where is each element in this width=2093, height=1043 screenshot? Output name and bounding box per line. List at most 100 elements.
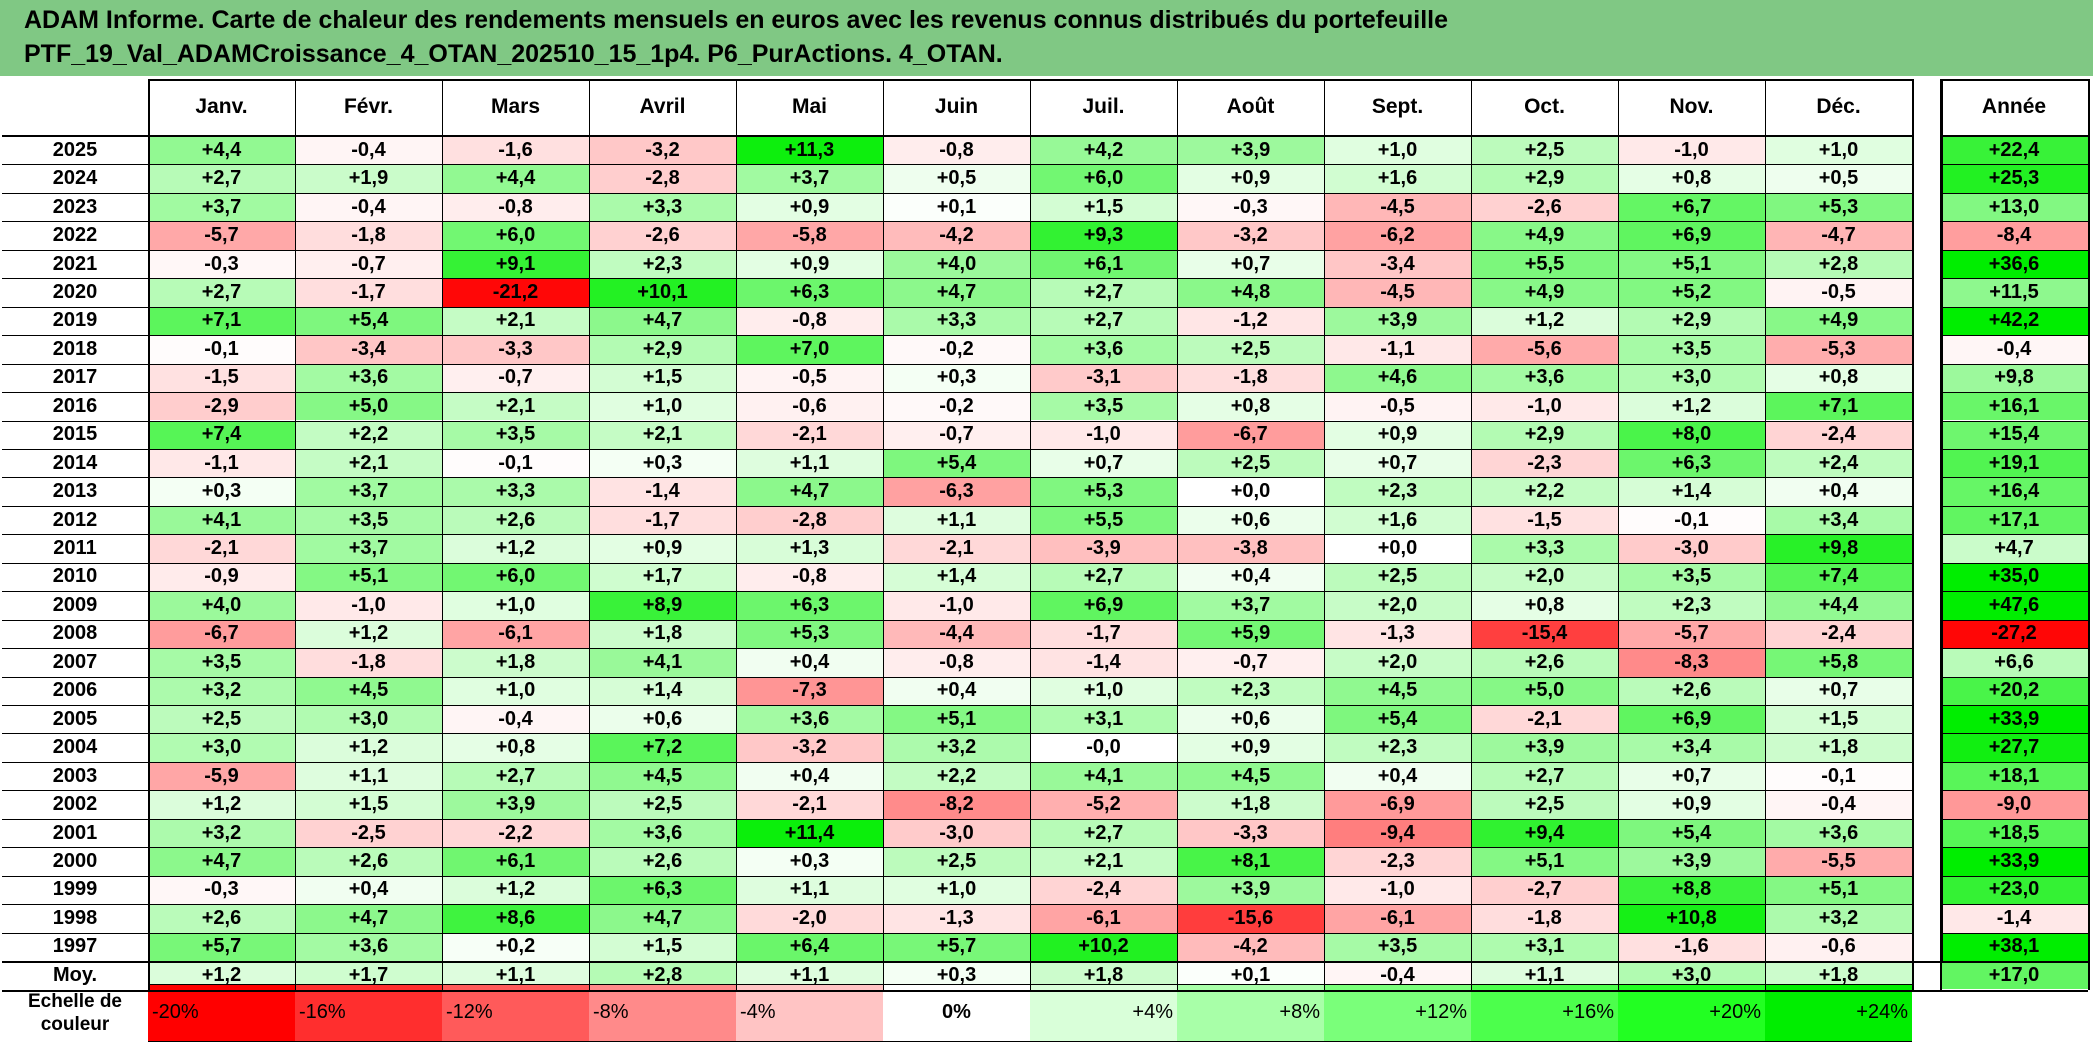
heatmap-cell: +3,9 — [442, 790, 589, 819]
heatmap-cell: +1,0 — [1030, 676, 1177, 705]
heatmap-cell: +1,2 — [1618, 392, 1765, 421]
heatmap-cell: -0,7 — [295, 249, 442, 279]
grid-line — [589, 79, 590, 990]
heatmap-cell: -1,8 — [1177, 363, 1324, 393]
heatmap-cell: +0,4 — [883, 676, 1030, 705]
heatmap-cell: +3,5 — [1618, 335, 1765, 364]
heatmap-cell: +4,9 — [1471, 278, 1618, 307]
heatmap-cell: +4,1 — [1030, 761, 1177, 791]
heatmap-cell: +0,7 — [1765, 676, 1912, 705]
grid-line — [1940, 335, 2088, 337]
grid-line — [1940, 733, 2088, 735]
heatmap-cell: -3,3 — [1177, 818, 1324, 848]
grid-line — [1940, 448, 2088, 450]
color-scale-step: -12% — [442, 984, 589, 1041]
heatmap-cell: -4,2 — [883, 221, 1030, 250]
heatmap-cell: -1,0 — [883, 591, 1030, 620]
annual-cell: -27,2 — [1940, 619, 2088, 649]
heatmap-cell: +10,8 — [1618, 904, 1765, 933]
heatmap-cell: +2,0 — [1324, 648, 1471, 677]
heatmap-cell: +2,5 — [1177, 448, 1324, 478]
heatmap-cell: +5,0 — [1471, 676, 1618, 705]
grid-line — [1471, 79, 1472, 990]
annual-cell: +47,6 — [1940, 591, 2088, 620]
heatmap-cell: +0,4 — [1324, 761, 1471, 791]
heatmap-cell: -6,7 — [1177, 420, 1324, 449]
heatmap-cell: -21,2 — [442, 278, 589, 307]
grid-line — [2, 676, 1912, 678]
heatmap-cell: -2,1 — [883, 534, 1030, 563]
heatmap-cell: -0,8 — [736, 562, 883, 592]
grid-line — [1940, 249, 2088, 251]
year-label: 2006 — [2, 676, 148, 705]
year-label: 2014 — [2, 448, 148, 478]
heatmap-cell: +2,5 — [1471, 136, 1618, 165]
heatmap-cell: -3,2 — [1177, 221, 1324, 250]
heatmap-cell: +0,9 — [589, 534, 736, 563]
heatmap-cell: +4,1 — [589, 648, 736, 677]
heatmap-cell: +2,1 — [589, 420, 736, 449]
grid-line — [1940, 477, 2088, 479]
annual-cell: +42,2 — [1940, 306, 2088, 336]
heatmap-cell: -1,6 — [1618, 932, 1765, 962]
heatmap-cell: -4,4 — [883, 619, 1030, 649]
heatmap-cell: -5,5 — [1765, 847, 1912, 876]
color-scale-step: +12% — [1324, 984, 1471, 1041]
heatmap-cell: -1,1 — [148, 448, 295, 478]
heatmap-cell: -6,7 — [148, 619, 295, 649]
heatmap-cell: -1,7 — [589, 505, 736, 535]
grid-line — [736, 79, 737, 990]
heatmap-cell: +3,5 — [1324, 932, 1471, 962]
heatmap-cell: -9,4 — [1324, 818, 1471, 848]
heatmap-cell: +5,7 — [883, 932, 1030, 962]
heatmap-cell: +1,5 — [589, 363, 736, 393]
heatmap-cell: +0,9 — [1618, 790, 1765, 819]
grid-line — [1940, 847, 2088, 849]
grid-line — [1940, 79, 1942, 990]
heatmap-cell: -3,9 — [1030, 534, 1177, 563]
heatmap-cell: -1,7 — [1030, 619, 1177, 649]
heatmap-cell: +0,3 — [736, 847, 883, 876]
annual-cell: -8,4 — [1940, 221, 2088, 250]
heatmap-cell: -3,0 — [883, 818, 1030, 848]
grid-line — [2, 278, 1912, 280]
heatmap-cell: +2,0 — [1324, 591, 1471, 620]
heatmap-cell: +2,6 — [442, 505, 589, 535]
heatmap-cell: +3,1 — [1471, 932, 1618, 962]
year-label: 2002 — [2, 790, 148, 819]
heatmap-cell: +8,8 — [1618, 875, 1765, 905]
grid-line — [2, 534, 1912, 536]
grid-line — [1324, 79, 1325, 990]
heatmap-cell: +3,6 — [736, 705, 883, 734]
heatmap-cell: +3,7 — [295, 477, 442, 506]
year-label: 2020 — [2, 278, 148, 307]
heatmap-cell: -1,3 — [883, 904, 1030, 933]
heatmap-cell: +8,6 — [442, 904, 589, 933]
heatmap-cell: +2,5 — [883, 847, 1030, 876]
heatmap-cell: +1,2 — [295, 619, 442, 649]
column-header-2: Févr. — [295, 79, 442, 135]
heatmap-cell: +5,1 — [295, 562, 442, 592]
heatmap-cell: +9,4 — [1471, 818, 1618, 848]
heatmap-cell: -4,5 — [1324, 192, 1471, 222]
heatmap-cell: -1,8 — [1471, 904, 1618, 933]
heatmap-cell: +2,5 — [1471, 790, 1618, 819]
color-scale-step: -16% — [295, 984, 442, 1041]
heatmap-cell: +0,9 — [736, 192, 883, 222]
heatmap-cell: -3,4 — [1324, 249, 1471, 279]
annual-cell: +4,7 — [1940, 534, 2088, 563]
grid-line — [2, 164, 1912, 166]
heatmap-cell: +0,0 — [1177, 477, 1324, 506]
heatmap-cell: -0,8 — [883, 136, 1030, 165]
color-scale-label-line2: couleur — [40, 1013, 110, 1035]
color-scale-step: +16% — [1471, 984, 1618, 1041]
heatmap-cell: +3,0 — [1618, 363, 1765, 393]
heatmap-cell: +0,4 — [295, 875, 442, 905]
annual-cell: +13,0 — [1940, 192, 2088, 222]
heatmap-cell: +1,9 — [295, 164, 442, 193]
heatmap-cell: -1,0 — [1471, 392, 1618, 421]
color-scale-step: +24% — [1765, 984, 1912, 1041]
heatmap-cell: +6,9 — [1618, 705, 1765, 734]
heatmap-cell: -8,3 — [1618, 648, 1765, 677]
column-header-9: Sept. — [1324, 79, 1471, 135]
